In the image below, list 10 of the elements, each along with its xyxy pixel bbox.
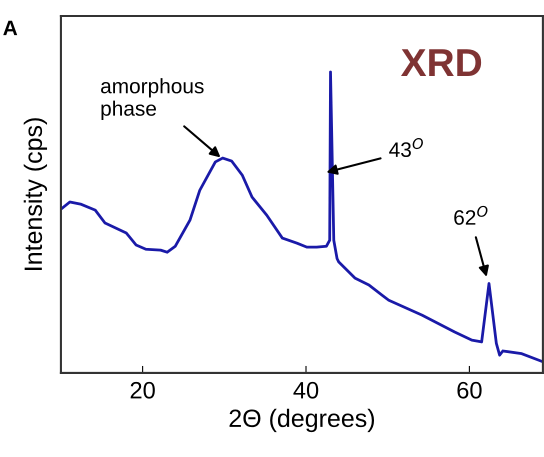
x-tick-label: 40 — [293, 382, 318, 399]
x-axis-title: 2Θ (degrees) — [230, 408, 374, 432]
y-axis-title: Intensity (cps) — [24, 118, 48, 270]
annotation: 62$^{O}$ — [454, 206, 488, 225]
x-tick-label: 20 — [130, 382, 155, 399]
text: A — [3, 20, 18, 36]
annotation: 43$^{O}$ — [389, 138, 423, 158]
chart-title: XRD — [400, 49, 482, 76]
x-tick-label: 60 — [457, 382, 482, 399]
annotation: amorphous phase — [101, 78, 204, 120]
